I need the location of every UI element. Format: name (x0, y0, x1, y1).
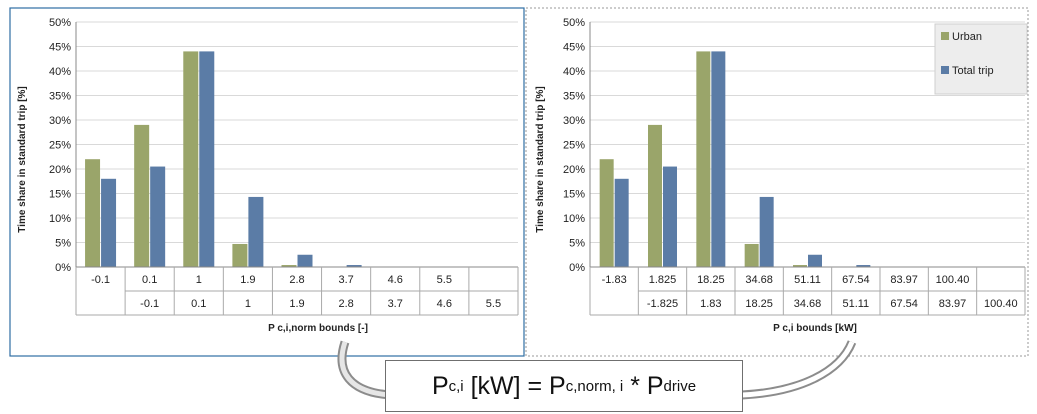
bar-urban (744, 243, 759, 267)
y-axis-label: Time share in standard trip [%] (17, 86, 28, 233)
formula-op: * P (623, 371, 664, 400)
y-tick-label: 5% (569, 238, 585, 250)
legend-label: Urban (952, 31, 982, 43)
chart-right: 0% 5% 10% 15% 20% 25% 30% 35% 40% 45% 50% Time shar… (535, 17, 1028, 334)
y-tick-label: 20% (49, 164, 71, 176)
category-lower-label: 2.8 (338, 298, 353, 310)
bar-total-trip (663, 166, 677, 267)
y-tick-label: 25% (563, 140, 585, 152)
bar-total-trip (711, 51, 726, 268)
formula-lhs-sub: c,i (448, 377, 464, 395)
bar-urban (793, 265, 807, 267)
bar-total-trip (346, 265, 362, 267)
y-tick-label: 5% (55, 238, 71, 250)
bar-total-trip (614, 178, 629, 267)
category-lower-label: 83.97 (939, 298, 967, 310)
y-tick-label: 0% (569, 262, 585, 274)
category-lower-label: 67.54 (890, 298, 918, 310)
category-lower-label: 34.68 (794, 298, 822, 310)
bar-urban (648, 124, 662, 268)
x-axis-label: P c,i,norm bounds [-] (268, 323, 368, 334)
y-tick-label: 10% (49, 213, 71, 225)
y-tick-label: 35% (49, 91, 71, 103)
bar-total-trip (297, 254, 313, 267)
legend-swatch (941, 32, 949, 40)
legend-swatch (941, 66, 949, 74)
category-upper-label: -0.1 (91, 274, 110, 286)
category-upper-label: 2.8 (289, 274, 304, 286)
y-tick-label: 0% (55, 262, 71, 274)
category-upper-label: -1.83 (602, 274, 627, 286)
y-tick-label: 40% (49, 66, 71, 78)
category-upper-label: 51.11 (794, 274, 821, 286)
category-upper-label: 100.40 (936, 274, 970, 286)
category-lower-label: 18.25 (745, 298, 773, 310)
y-tick-label: 45% (563, 42, 585, 54)
category-lower-label: 1.9 (289, 298, 304, 310)
left-connector-arrow-inner (339, 341, 391, 398)
bar-urban (232, 243, 248, 267)
category-lower-label: -0.1 (140, 298, 159, 310)
y-tick-label: 25% (49, 140, 71, 152)
bar-urban (281, 265, 297, 267)
formula-rhs-sub: drive (663, 377, 697, 395)
formula-lhs: P (431, 371, 449, 400)
formula-middle: [kW] = P (463, 371, 566, 400)
category-upper-label: 1.9 (240, 274, 255, 286)
y-axis-label: Time share in standard trip [%] (535, 86, 546, 233)
y-tick-label: 35% (563, 91, 585, 103)
bar-total-trip (248, 196, 264, 267)
category-upper-label: 67.54 (842, 274, 870, 286)
category-lower-label: 3.7 (388, 298, 403, 310)
category-upper-label: 34.68 (745, 274, 773, 286)
x-axis-label: P c,i bounds [kW] (773, 323, 857, 334)
bar-urban (183, 51, 199, 268)
category-upper-label: 5.5 (437, 274, 452, 286)
bar-total-trip (856, 265, 871, 267)
bar-total-trip (199, 51, 215, 268)
y-tick-label: 30% (49, 115, 71, 127)
category-upper-label: 1.825 (649, 274, 677, 286)
category-lower-label: 4.6 (437, 298, 452, 310)
bar-urban (85, 159, 101, 267)
chart-left: 0% 5% 10% 15% 20% 25% 30% 35% 40% 45% 50% Time shar… (17, 17, 519, 334)
right-connector-arrow-inner (741, 340, 855, 398)
y-tick-label: 40% (563, 66, 585, 78)
legend-box (934, 23, 1028, 95)
y-tick-label: 30% (563, 115, 585, 127)
category-upper-label: 83.97 (890, 274, 918, 286)
bar-total-trip (808, 254, 822, 267)
bar-total-trip (150, 166, 166, 267)
category-lower-label: 1 (245, 298, 251, 310)
category-lower-label: 0.1 (191, 298, 206, 310)
y-tick-label: 50% (563, 17, 585, 29)
bar-total-trip (759, 196, 774, 267)
bar-urban (134, 124, 150, 268)
y-tick-label: 15% (563, 189, 585, 201)
category-upper-label: 0.1 (142, 274, 157, 286)
category-lower-label: 5.5 (486, 298, 501, 310)
y-tick-label: 45% (49, 42, 71, 54)
bar-total-trip (101, 178, 117, 267)
category-upper-label: 18.25 (697, 274, 725, 286)
y-tick-label: 15% (49, 189, 71, 201)
bar-urban (599, 159, 614, 267)
category-lower-label: 51.11 (842, 298, 869, 310)
bar-urban (696, 51, 711, 268)
category-upper-label: 1 (196, 274, 202, 286)
legend-label: Total trip (952, 65, 994, 77)
category-lower-label: 1.83 (700, 298, 721, 310)
category-upper-label: 3.7 (338, 274, 353, 286)
formula-mid-sub: c,norm, i (565, 377, 624, 395)
y-tick-label: 20% (563, 164, 585, 176)
y-tick-label: 50% (49, 17, 71, 29)
category-lower-label: 100.40 (984, 298, 1018, 310)
category-lower-label: -1.825 (647, 298, 678, 310)
category-upper-label: 4.6 (388, 274, 403, 286)
y-tick-label: 10% (563, 213, 585, 225)
